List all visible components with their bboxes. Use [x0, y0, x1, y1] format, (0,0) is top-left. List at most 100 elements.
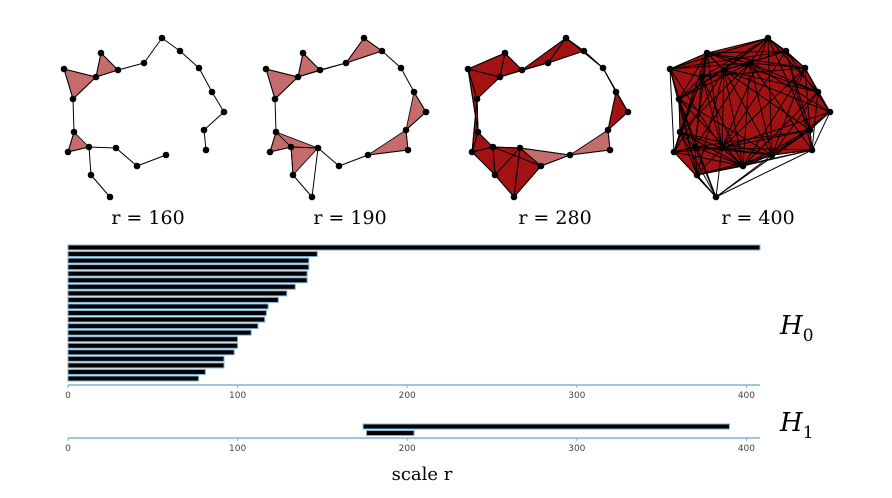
h0-bar-19 [67, 362, 225, 369]
edge-2 [669, 52, 708, 70]
complex-panel-1 [60, 34, 228, 201]
edge-21 [471, 146, 494, 153]
edge-1 [63, 68, 74, 100]
edge-33 [471, 151, 496, 176]
edge-57 [694, 62, 751, 148]
edge-74 [742, 67, 806, 167]
vertex-21 [70, 128, 78, 136]
edge-86 [721, 129, 811, 149]
h0-tick-label-0: 0 [65, 391, 71, 401]
edge-51 [749, 62, 806, 69]
edge-19 [292, 174, 313, 198]
h1-tick-label-0: 0 [65, 444, 71, 454]
h0-bar-3 [67, 257, 310, 264]
edge-83 [721, 111, 831, 149]
edge-97 [715, 154, 773, 198]
h0-bar-21 [67, 375, 200, 382]
edge-77 [811, 91, 819, 151]
edge-10 [400, 67, 415, 93]
vertex-21 [272, 128, 280, 136]
edge-14 [136, 154, 167, 167]
vertex-5 [518, 66, 526, 74]
edge-3 [669, 68, 703, 78]
edge-69 [721, 50, 787, 149]
x-axis-label: scale r [392, 464, 453, 485]
simplex-light-9 [290, 146, 319, 176]
panel-label-r280: r = 280 [518, 207, 591, 229]
h0-bar-8 [67, 290, 288, 297]
vertex-4 [496, 73, 504, 81]
vertex-17 [85, 143, 93, 151]
vertex-4 [294, 73, 302, 81]
edge-14 [367, 149, 409, 156]
vertex-8 [176, 47, 184, 55]
h0-bar-10 [67, 303, 269, 310]
edge-115 [673, 131, 681, 153]
edge-3 [499, 52, 506, 78]
complex-panel-4 [666, 34, 834, 201]
edge-5 [669, 37, 769, 70]
vertex-6 [140, 59, 148, 67]
h0-bar-4 [67, 264, 310, 271]
edge-23 [706, 50, 787, 54]
edge-18 [290, 146, 294, 176]
vertex-15 [537, 162, 545, 170]
edge-7 [547, 37, 567, 64]
edge-65 [785, 50, 806, 69]
vertex-20 [670, 148, 678, 156]
edge-25 [345, 50, 383, 64]
edge-8 [161, 37, 181, 52]
edge-98 [679, 131, 773, 156]
edge-4 [669, 62, 751, 70]
h1-axis: 0 100 200 300 400 [65, 437, 760, 454]
vertex-10 [814, 88, 822, 96]
edge-100 [694, 146, 744, 167]
vertex-3 [501, 49, 509, 57]
edge-99 [721, 147, 744, 167]
edge-82 [771, 111, 831, 156]
edge-40 [723, 37, 769, 71]
edge-17 [678, 98, 698, 176]
vertex-8 [782, 47, 790, 55]
edge-50 [749, 37, 769, 64]
h0-axis: 0 100 200 300 400 [65, 384, 760, 401]
edge-21 [269, 146, 292, 153]
edge-20 [311, 147, 319, 198]
vertex-9 [599, 64, 607, 72]
h0-bar-11 [67, 310, 267, 316]
vertex-13 [606, 146, 614, 154]
vertex-11 [826, 108, 834, 116]
vertex-2 [271, 95, 279, 103]
vertex-2 [69, 95, 77, 103]
edge-47 [721, 69, 725, 149]
edge-13 [405, 129, 409, 151]
vertex-11 [624, 108, 632, 116]
vertex-9 [801, 64, 809, 72]
vertex-5 [316, 66, 324, 74]
edge-93 [715, 149, 813, 198]
h0-label-sub: 0 [803, 326, 814, 346]
h0-tick-label-300: 300 [568, 391, 585, 401]
vertex-19 [308, 193, 316, 201]
h0-tick-label-200: 200 [399, 391, 416, 401]
edge-11 [413, 91, 427, 113]
edge-23 [476, 98, 479, 133]
edge-24 [467, 68, 501, 78]
edge-4 [504, 52, 523, 71]
vertex-8 [378, 47, 386, 55]
vertex-17 [287, 143, 295, 151]
vertex-14 [768, 151, 776, 159]
vertex-6 [544, 59, 552, 67]
vertex-5 [720, 66, 728, 74]
vertex-13 [404, 146, 412, 154]
h0-bar-6 [67, 277, 308, 284]
edge-17 [290, 146, 319, 149]
vertex-18 [491, 171, 499, 179]
edge-12 [607, 111, 629, 131]
edge-84 [809, 129, 813, 151]
edge-29 [679, 52, 708, 133]
h0-barcode [67, 244, 761, 382]
vertex-10 [410, 88, 418, 96]
vertex-11 [220, 108, 228, 116]
vertex-12 [806, 126, 814, 134]
